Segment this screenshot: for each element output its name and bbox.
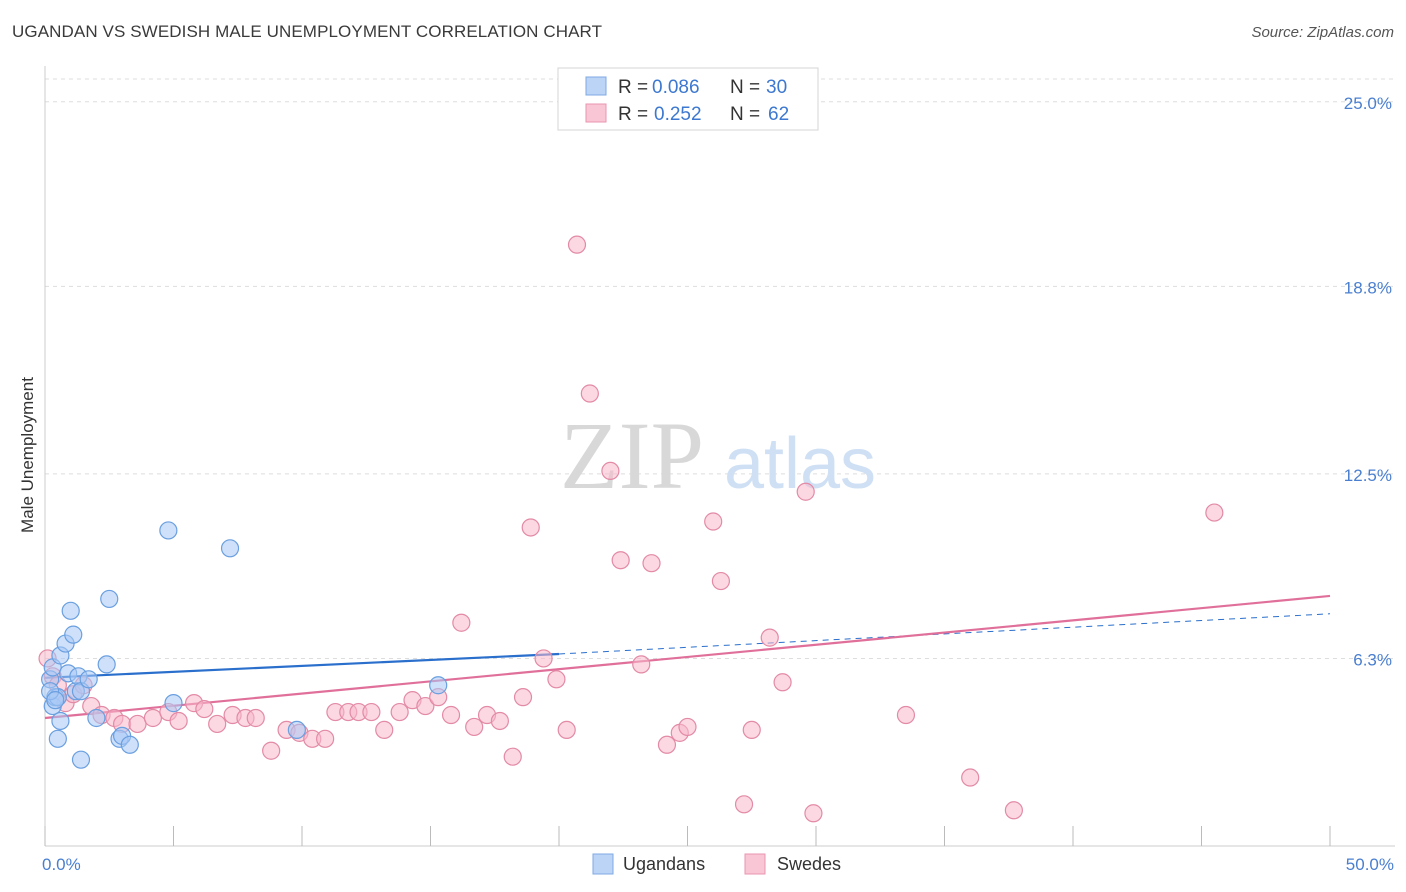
- ugandans-point-6: [51, 711, 70, 731]
- swedes-point-48: [611, 551, 630, 570]
- swedes-point-54: [704, 512, 723, 531]
- swedes-point-44: [557, 720, 576, 740]
- swedes-point-63: [961, 768, 980, 787]
- swedes-point-55: [711, 571, 731, 591]
- swedes-point-59: [773, 673, 792, 692]
- legend-swatch-swedes: [585, 103, 607, 123]
- trend-line-swedes: [44, 594, 1331, 720]
- swedes-point-49: [632, 655, 651, 674]
- trend-line-ugandans-extension: [558, 613, 1331, 655]
- swedes-point-28: [362, 702, 381, 722]
- legend-r-value-ugandans: 0.086: [652, 77, 700, 98]
- axes: [44, 66, 1395, 847]
- swedes-point-19: [246, 708, 265, 728]
- swedes-point-58: [760, 628, 779, 647]
- ugandans-point-17: [87, 708, 106, 728]
- swedes-point-30: [390, 702, 409, 722]
- y-tick-label-1: 12.5%: [1344, 466, 1392, 485]
- ugandans-point-25: [220, 539, 240, 558]
- swedes-point-38: [490, 711, 509, 731]
- swedes-point-51: [657, 735, 677, 754]
- swedes-point-24: [316, 729, 335, 748]
- swedes-point-65: [1205, 503, 1224, 522]
- legend-n-label-ugandans: N =: [730, 77, 760, 98]
- bottom-legend-label-ugandans: Ugandans: [623, 854, 705, 874]
- legend-n-value-ugandans: 30: [766, 77, 787, 98]
- swedes-point-16: [208, 714, 227, 734]
- watermark: ZIP atlas: [560, 402, 876, 509]
- chart-title: UGANDAN VS SWEDISH MALE UNEMPLOYMENT COR…: [12, 22, 603, 41]
- swedes-point-43: [547, 670, 566, 689]
- legend-r-value-swedes: 0.252: [654, 104, 702, 125]
- watermark-zip: ZIP: [560, 402, 704, 509]
- swedes-point-50: [642, 554, 661, 573]
- swedes-point-20: [262, 741, 281, 760]
- ugandans-point-24: [164, 694, 183, 713]
- bottom-legend-label-swedes: Swedes: [777, 854, 841, 874]
- swedes-point-53: [678, 717, 697, 737]
- ugandans-point-16: [79, 670, 98, 689]
- swedes-point-41: [521, 518, 540, 537]
- swedes-point-36: [465, 717, 484, 737]
- swedes-point-45: [567, 235, 587, 254]
- swedes-point-15: [195, 699, 214, 719]
- swedes-point-64: [1004, 801, 1023, 820]
- swedes-point-34: [441, 705, 461, 725]
- swedes-point-29: [375, 720, 394, 740]
- ugandans-point-19: [100, 589, 119, 609]
- swedes-point-11: [143, 708, 163, 728]
- swedes-point-61: [804, 804, 823, 823]
- x-tick-labels: 0.0% 50.0%: [42, 855, 1394, 874]
- y-tick-label-2: 18.8%: [1344, 278, 1392, 297]
- legend: R = 0.086 N = 30 R = 0.252 N = 62: [557, 67, 819, 131]
- swedes-point-39: [503, 747, 522, 766]
- ugandans-point-15: [71, 750, 91, 769]
- swedes-point-56: [734, 795, 754, 814]
- legend-r-label-ugandans: R =: [618, 77, 648, 98]
- x-tick-label-1: 50.0%: [1346, 855, 1394, 874]
- swedes-point-42: [534, 649, 553, 668]
- swedes-points: [38, 235, 1224, 823]
- bottom-legend: Ugandans Swedes: [592, 853, 841, 875]
- legend-n-value-swedes: 62: [768, 104, 789, 125]
- ugandans-point-22: [120, 735, 139, 754]
- swedes-point-60: [796, 482, 815, 501]
- grid-lines: [45, 78, 1395, 659]
- swedes-point-40: [513, 688, 533, 707]
- swedes-point-46: [580, 384, 599, 403]
- ugandans-point-4: [48, 729, 67, 748]
- ugandans-point-27: [429, 676, 448, 695]
- swedes-point-47: [601, 461, 620, 481]
- trend-lines: [44, 594, 1331, 720]
- bottom-legend-swatch-ugandans: [592, 853, 614, 875]
- bottom-legend-swatch-swedes: [744, 853, 766, 875]
- swedes-point-35: [452, 613, 471, 632]
- y-tick-label-3: 25.0%: [1344, 94, 1392, 113]
- ugandans-point-11: [64, 625, 83, 644]
- swedes-point-57: [742, 720, 761, 740]
- swedes-point-10: [128, 714, 147, 734]
- swedes-point-13: [169, 711, 188, 731]
- legend-r-label-swedes: R =: [618, 104, 648, 125]
- y-tick-label-0: 6.3%: [1353, 650, 1392, 669]
- x-tick-label-0: 0.0%: [42, 855, 81, 874]
- swedes-point-32: [416, 696, 435, 716]
- trend-line-ugandans: [44, 652, 560, 679]
- ugandans-point-18: [97, 655, 116, 674]
- legend-swatch-ugandans: [585, 76, 607, 96]
- ugandans-point-26: [287, 720, 306, 740]
- ugandans-point-29: [46, 691, 65, 710]
- ugandans-points: [41, 521, 448, 769]
- y-tick-labels: 6.3% 12.5% 18.8% 25.0%: [1344, 94, 1392, 670]
- ugandans-point-10: [61, 601, 80, 620]
- swedes-point-62: [896, 705, 916, 725]
- source-label: Source: ZipAtlas.com: [1251, 24, 1394, 41]
- legend-n-label-swedes: N =: [730, 104, 760, 125]
- ugandans-point-23: [159, 521, 178, 540]
